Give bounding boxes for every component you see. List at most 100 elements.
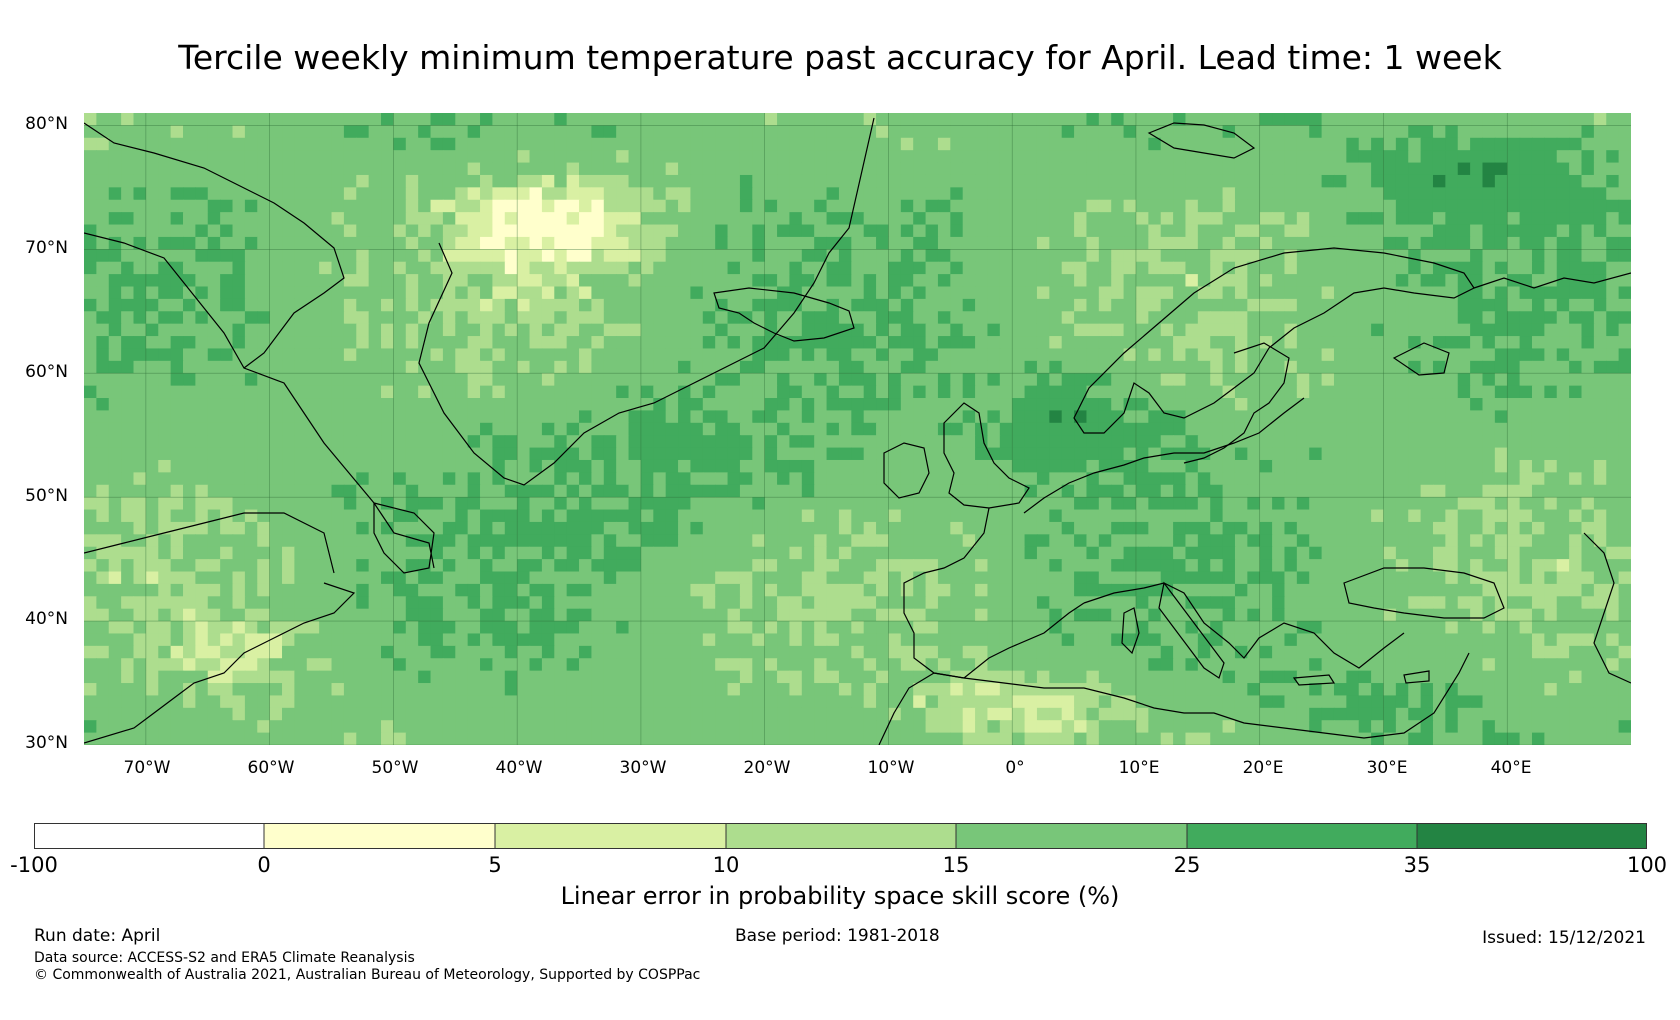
grid-cell [1420,113,1434,126]
grid-cell [975,261,989,275]
grid-cell [801,559,815,573]
grid-cell [764,435,778,449]
grid-cell [442,509,456,523]
grid-cell [455,398,469,412]
grid-cell [108,385,122,399]
grid-cell [517,249,531,263]
grid-cell [579,571,593,585]
grid-cell [183,323,196,337]
grid-cell [1098,298,1112,312]
grid-cell [1618,336,1631,350]
grid-cell [1247,521,1261,535]
grid-cell [925,521,939,535]
grid-cell [900,373,914,387]
grid-cell [1036,162,1050,176]
grid-cell [257,583,271,597]
grid-cell [987,212,1001,226]
grid-cell [566,422,580,436]
grid-cell [1593,174,1607,188]
grid-cell [1432,274,1446,288]
grid-cell [727,583,741,597]
grid-cell [1185,385,1199,399]
grid-cell [1148,336,1162,350]
grid-cell [183,559,196,573]
grid-cell [1531,199,1545,213]
grid-cell [789,298,803,312]
grid-cell [739,224,753,238]
grid-cell [381,348,394,362]
grid-cell [579,162,593,176]
grid-cell [653,497,667,511]
grid-cell [777,459,791,473]
grid-cell [591,509,605,523]
grid-cell [504,534,518,548]
grid-cell [1049,360,1063,374]
grid-cell [1309,521,1323,535]
grid-cell [356,298,370,312]
grid-cell [1111,534,1125,548]
grid-cell [170,373,184,387]
grid-cell [492,385,506,399]
grid-cell [937,274,951,288]
grid-cell [504,596,518,610]
grid-cell [579,546,593,560]
grid-cell [1086,150,1100,164]
grid-cell [789,373,803,387]
grid-cell [715,137,729,151]
grid-cell [838,484,852,498]
grid-cell [442,125,456,139]
grid-cell [1408,298,1422,312]
grid-cell [1259,236,1273,250]
grid-cell [962,534,976,548]
grid-cell [1581,137,1595,151]
grid-cell [1259,546,1273,560]
grid-cell [282,596,295,610]
grid-cell [801,261,815,275]
grid-cell [1494,224,1508,238]
grid-cell [1222,113,1236,126]
grid-cell [430,212,444,226]
grid-cell [987,323,1001,337]
grid-cell [220,137,234,151]
grid-cell [84,249,97,263]
grid-cell [1457,472,1471,486]
grid-cell [1408,546,1422,560]
grid-cell [1247,385,1261,399]
grid-cell [504,447,518,461]
grid-cell [1061,336,1075,350]
grid-cell [232,583,246,597]
grid-cell [1494,398,1508,412]
grid-cell [1074,360,1088,374]
grid-cell [603,261,617,275]
grid-cell [541,348,555,362]
grid-cell [529,199,543,213]
grid-cell [257,212,271,226]
grid-cell [467,459,481,473]
grid-cell [1160,571,1174,585]
grid-cell [628,199,642,213]
grid-cell [1036,125,1050,139]
grid-cell [368,298,382,312]
grid-cell [356,336,370,350]
grid-cell [838,583,852,597]
grid-cell [393,286,407,300]
grid-cell [1383,497,1397,511]
grid-cell [1470,360,1484,374]
grid-cell [1012,348,1026,362]
grid-cell [492,484,506,498]
grid-cell [1024,360,1038,374]
grid-cell [1098,174,1112,188]
grid-cell [1123,497,1137,511]
grid-cell [826,236,840,250]
grid-cell [1618,323,1631,337]
grid-cell [913,497,927,511]
grid-cell [541,360,555,374]
grid-cell [1296,435,1310,449]
grid-cell [566,224,580,238]
grid-cell [1012,410,1026,424]
grid-cell [207,323,221,337]
grid-cell [1259,422,1273,436]
grid-cell [616,174,630,188]
grid-cell [962,422,976,436]
grid-cell [1234,162,1248,176]
